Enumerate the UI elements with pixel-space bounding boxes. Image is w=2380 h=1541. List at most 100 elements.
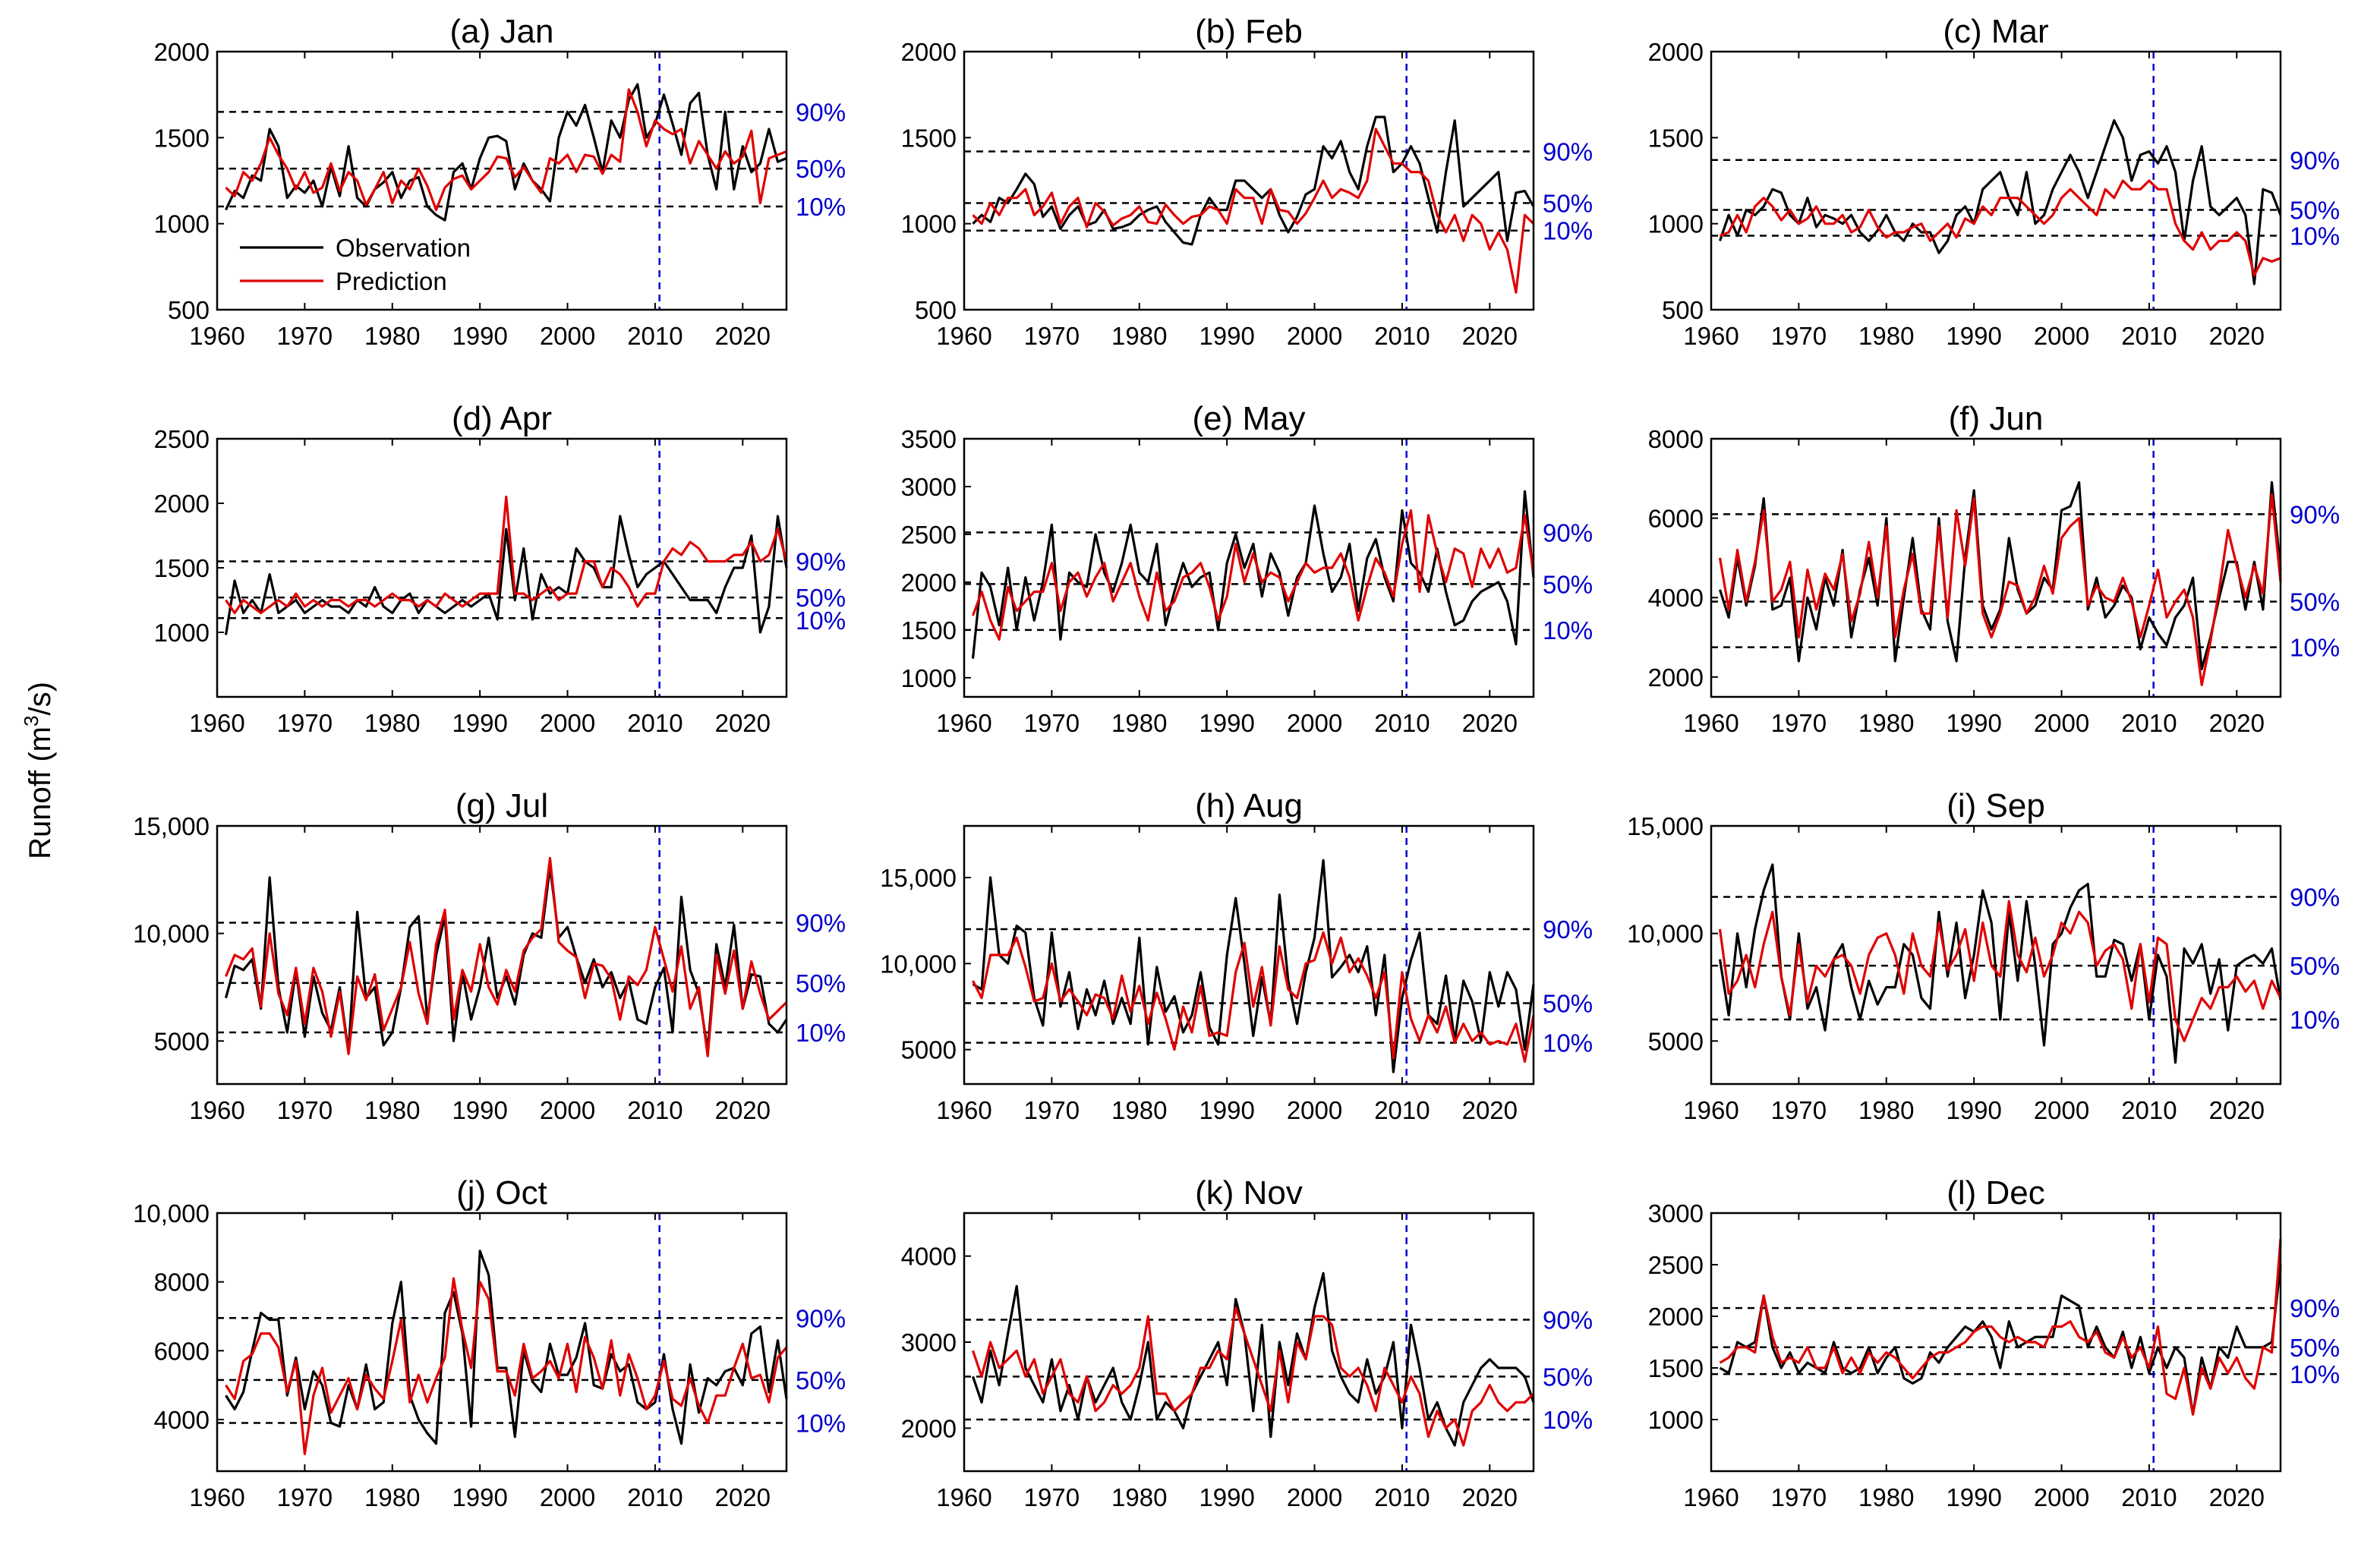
pct-label-90pct: 90% — [796, 548, 846, 576]
series-observation — [1718, 119, 2282, 285]
series-prediction — [1719, 1238, 2282, 1416]
pct-label-10pct: 10% — [2290, 1360, 2340, 1388]
panel-3: (c) Mar 1960 1970 1980 1990 2000 2010 2020 500 10… — [1648, 13, 2340, 350]
x-tick-label: 2020 — [2209, 709, 2265, 737]
legend-observation-label: Observation — [336, 234, 471, 262]
series-observation — [225, 83, 787, 222]
pct-label-50pct: 50% — [2290, 1334, 2340, 1362]
y-tick-label: 500 — [1662, 296, 1704, 324]
pct-label-90pct: 90% — [2290, 500, 2340, 528]
axes-box — [216, 824, 788, 1086]
y-tick-label: 5000 — [901, 1036, 957, 1064]
pct-label-10pct: 10% — [1543, 217, 1593, 245]
x-tick-label: 2000 — [1287, 322, 1342, 350]
pct-label-50pct: 50% — [796, 1366, 846, 1394]
series-prediction — [972, 128, 1535, 294]
x-tick-label: 1970 — [277, 709, 333, 737]
x-tick-label: 1960 — [189, 322, 244, 350]
y-tick-label: 2000 — [901, 1414, 957, 1442]
series-prediction — [225, 856, 788, 1057]
pct-label-90pct: 90% — [2290, 884, 2340, 912]
x-tick-label: 2010 — [2121, 322, 2177, 350]
series-prediction — [971, 509, 1535, 641]
x-tick-label: 2020 — [715, 1483, 771, 1511]
series-prediction — [225, 1277, 788, 1455]
panel-title: (h) Aug — [1195, 787, 1303, 824]
x-tick-label: 2010 — [627, 1096, 682, 1124]
x-tick-label: 1990 — [1199, 1483, 1254, 1511]
pct-label-10pct: 10% — [1543, 1029, 1593, 1057]
panel-5: (e) May 1960 1970 1980 1990 2000 2010 2020 1000 1… — [901, 400, 1593, 737]
x-tick-label: 2000 — [2034, 1096, 2089, 1124]
y-tick-label: 10,000 — [880, 950, 957, 978]
y-tick-label: 15,000 — [880, 864, 957, 892]
x-tick-label: 1960 — [936, 709, 991, 737]
x-tick-label: 1970 — [1024, 709, 1080, 737]
series-observation — [972, 115, 1535, 246]
y-tick-label: 1500 — [1648, 124, 1704, 152]
y-tick-label: 1500 — [1648, 1354, 1704, 1382]
x-tick-label: 2000 — [540, 1096, 595, 1124]
series-observation — [971, 1272, 1535, 1447]
pct-label-50pct: 50% — [1543, 989, 1593, 1017]
x-tick-label: 1960 — [936, 1096, 991, 1124]
axes-box — [963, 824, 1535, 1086]
series-observation — [1718, 863, 2282, 1064]
x-tick-label: 2020 — [1462, 1483, 1518, 1511]
pct-label-10pct: 10% — [796, 193, 846, 221]
y-tick-label: 6000 — [154, 1337, 210, 1365]
axes-box — [963, 437, 1535, 698]
series-prediction — [1718, 493, 2282, 686]
x-tick-label: 1970 — [1771, 1096, 1827, 1124]
axes-box — [1710, 1212, 2282, 1473]
y-tick-label: 5000 — [154, 1027, 210, 1055]
panel-title: (e) May — [1192, 400, 1305, 437]
y-tick-label: 1500 — [901, 616, 957, 644]
x-tick-label: 1980 — [1858, 1096, 1914, 1124]
panel-title: (i) Sep — [1947, 787, 2045, 824]
panel-title: (f) Jun — [1949, 400, 2044, 437]
x-tick-label: 1980 — [1858, 709, 1914, 737]
pct-label-90pct: 90% — [1543, 915, 1593, 944]
y-tick-label: 2500 — [154, 425, 210, 453]
y-tick-label: 1000 — [901, 664, 957, 692]
panel-title: (l) Dec — [1947, 1174, 2045, 1212]
panel-title: (k) Nov — [1195, 1174, 1303, 1212]
y-tick-label: 2500 — [1648, 1251, 1704, 1279]
x-tick-label: 1980 — [1111, 709, 1167, 737]
pct-label-50pct: 50% — [796, 155, 846, 183]
panel-6: (f) Jun 1960 1970 1980 1990 2000 2010 2020 2000 4… — [1648, 400, 2340, 737]
axes-box — [963, 50, 1535, 311]
y-axis-label-sup: 3 — [20, 716, 43, 726]
x-tick-label: 2020 — [715, 1096, 771, 1124]
x-tick-label: 2010 — [1374, 709, 1430, 737]
y-tick-label: 1500 — [154, 554, 210, 582]
y-tick-label: 4000 — [1648, 584, 1704, 612]
pct-label-90pct: 90% — [796, 909, 846, 938]
panel-12: (l) Dec 1960 1970 1980 1990 2000 2010 2020 1000 1… — [1648, 1174, 2340, 1511]
x-tick-label: 1960 — [189, 709, 244, 737]
x-tick-label: 1990 — [452, 322, 507, 350]
y-tick-label: 3000 — [901, 473, 957, 501]
x-tick-label: 1980 — [364, 709, 420, 737]
x-tick-label: 1990 — [452, 1096, 507, 1124]
axes-box — [1710, 437, 2282, 698]
pct-label-50pct: 50% — [1543, 570, 1593, 598]
pct-label-90pct: 90% — [1543, 518, 1593, 547]
x-tick-label: 2020 — [2209, 1096, 2265, 1124]
x-tick-label: 2010 — [1374, 322, 1430, 350]
panel-8: (h) Aug 1960 1970 1980 1990 2000 2010 2020 5000 1… — [880, 787, 1593, 1124]
y-tick-label: 8000 — [154, 1268, 210, 1297]
x-tick-label: 2010 — [627, 709, 682, 737]
pct-label-90pct: 90% — [1543, 1306, 1593, 1335]
series-observation — [224, 865, 788, 1054]
x-tick-label: 1970 — [277, 1096, 333, 1124]
series-prediction — [1719, 179, 2281, 277]
y-tick-label: 1000 — [154, 619, 210, 647]
axes-box — [1710, 50, 2282, 311]
x-tick-label: 2010 — [627, 1483, 682, 1511]
x-tick-label: 1960 — [936, 322, 991, 350]
x-tick-label: 2020 — [2209, 322, 2265, 350]
y-tick-label: 1000 — [1648, 1406, 1704, 1434]
